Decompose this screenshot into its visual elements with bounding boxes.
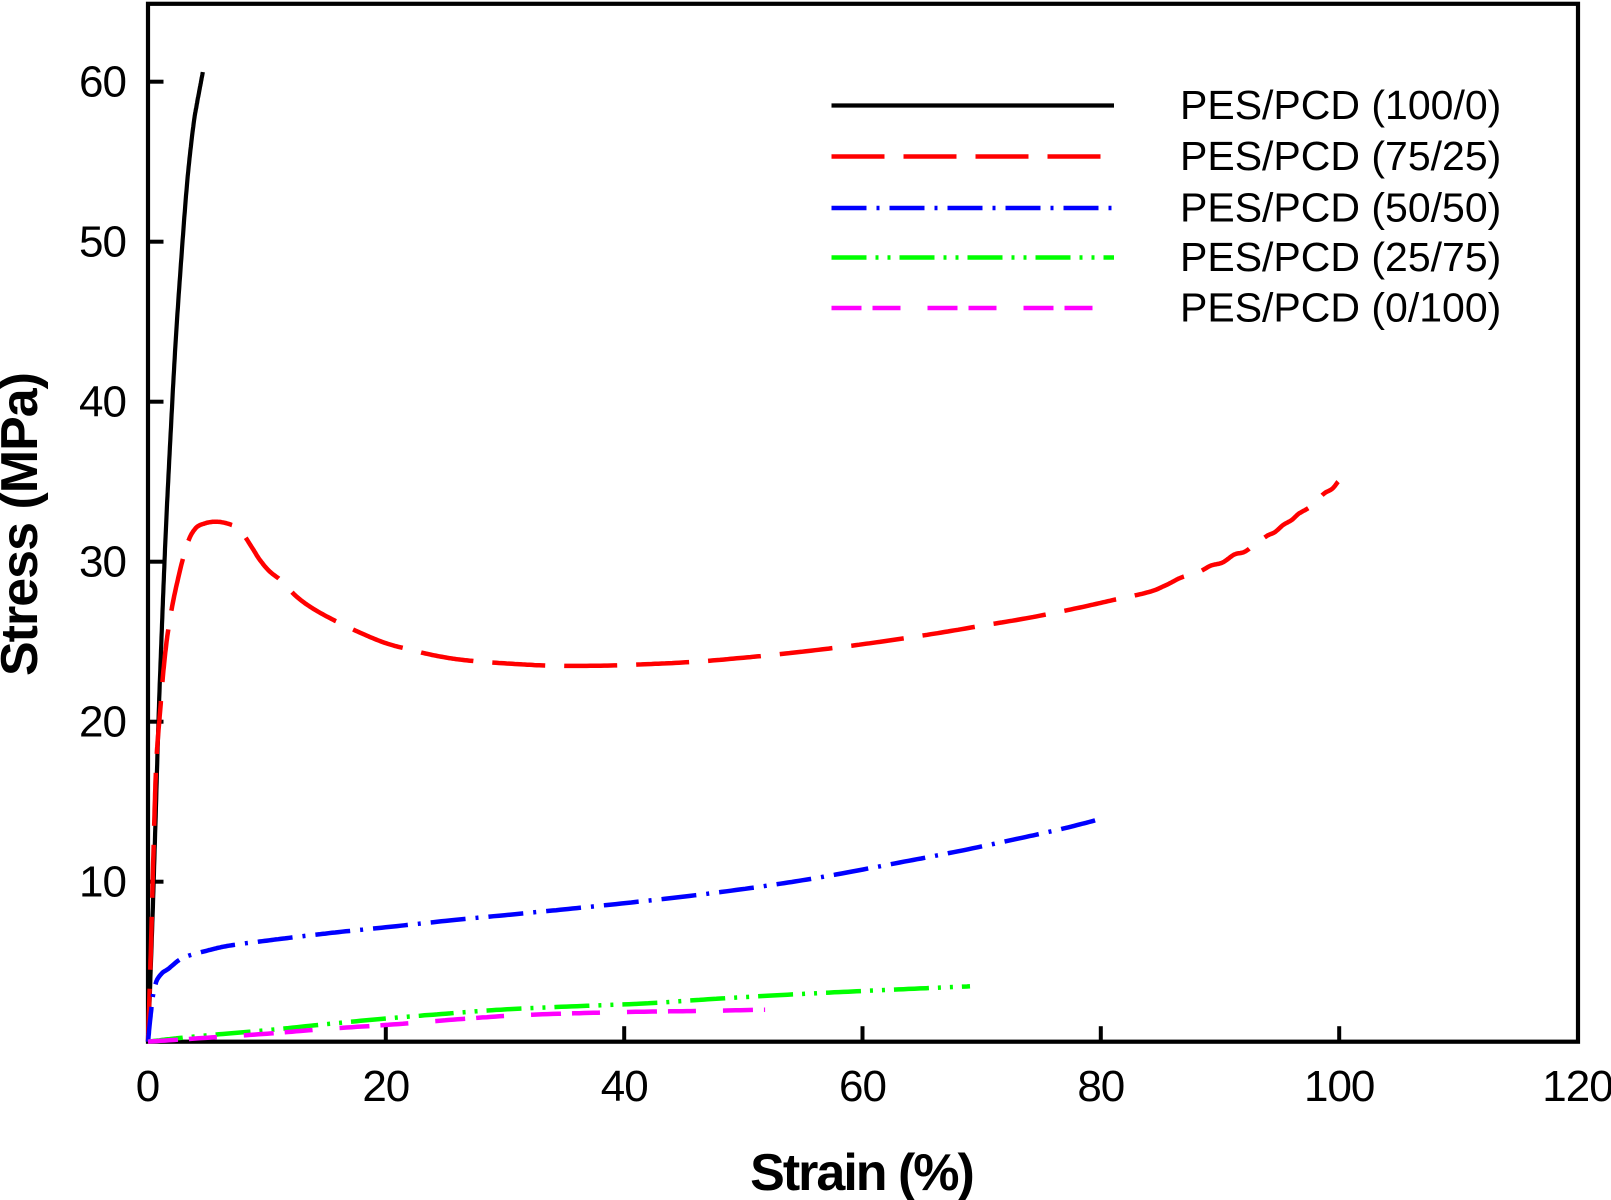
svg-text:40: 40 [79,378,126,427]
svg-text:100: 100 [1304,1062,1374,1111]
svg-text:80: 80 [1077,1062,1124,1111]
svg-text:50: 50 [79,218,126,267]
svg-text:10: 10 [79,858,126,907]
svg-text:PES/PCD (0/100): PES/PCD (0/100) [1180,285,1501,331]
svg-text:30: 30 [79,538,126,587]
svg-text:40: 40 [601,1062,648,1111]
svg-text:60: 60 [839,1062,886,1111]
svg-text:PES/PCD (100/0): PES/PCD (100/0) [1180,82,1501,128]
svg-text:20: 20 [362,1062,409,1111]
svg-text:60: 60 [79,58,126,107]
svg-text:0: 0 [136,1062,159,1111]
svg-text:PES/PCD (25/75): PES/PCD (25/75) [1180,234,1501,280]
svg-text:20: 20 [79,698,126,747]
svg-text:PES/PCD (50/50): PES/PCD (50/50) [1180,185,1501,231]
svg-text:Strain (%): Strain (%) [750,1144,973,1200]
svg-text:120: 120 [1542,1062,1611,1111]
svg-text:PES/PCD (75/25): PES/PCD (75/25) [1180,133,1501,179]
svg-text:Stress (MPa): Stress (MPa) [0,373,49,676]
